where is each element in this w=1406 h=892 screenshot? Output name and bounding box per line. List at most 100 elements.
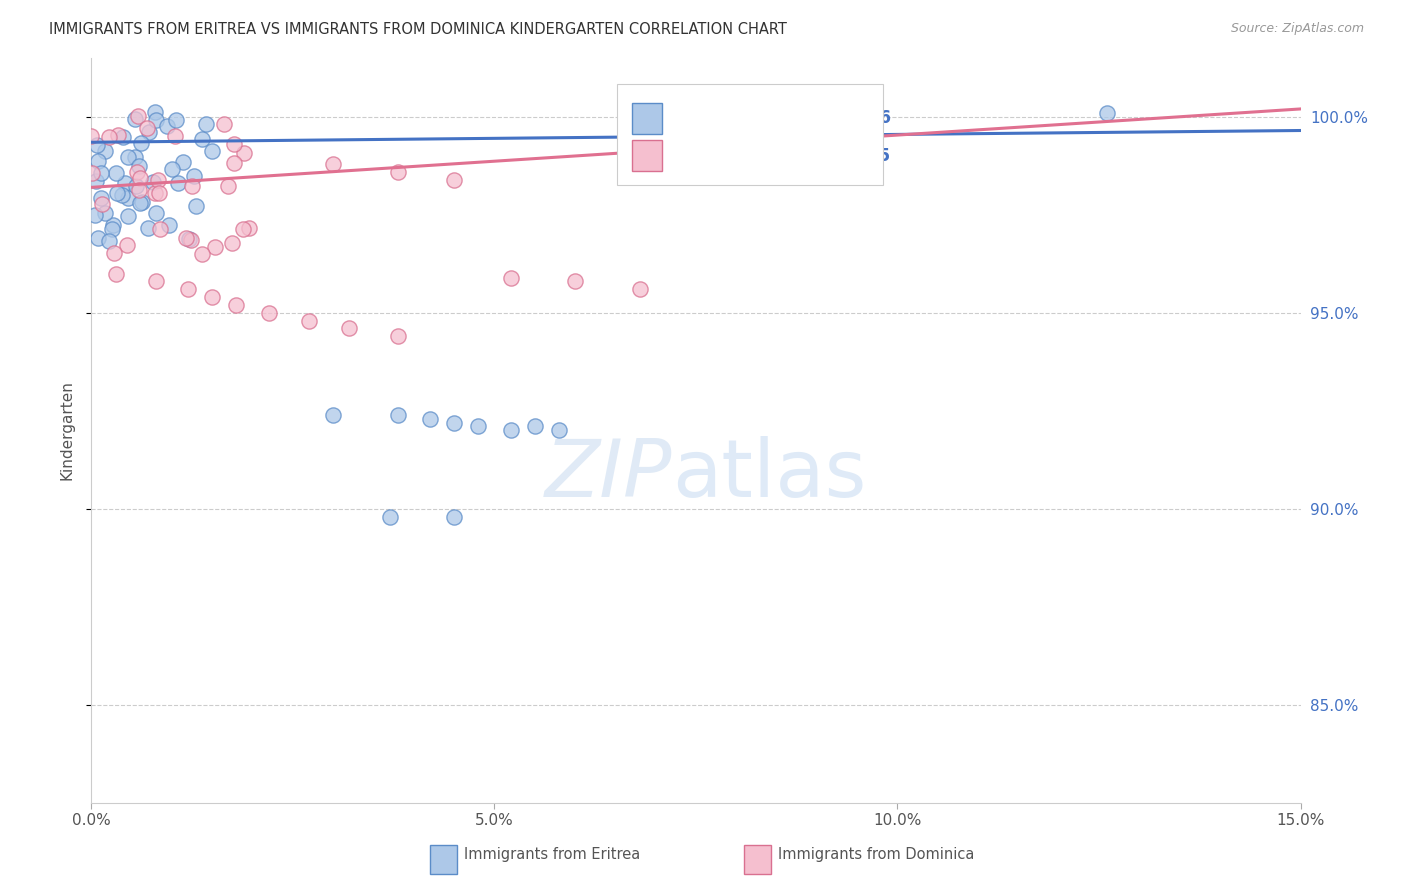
- Text: 0.042: 0.042: [735, 110, 787, 128]
- Point: [191, 246, 214, 260]
- Point: [101, 218, 124, 232]
- Text: Immigrants from Dominica: Immigrants from Dominica: [778, 847, 974, 863]
- Point: [177, 232, 200, 246]
- Point: [117, 191, 139, 205]
- Point: [143, 186, 166, 200]
- Point: [124, 150, 146, 164]
- Text: 66: 66: [868, 110, 890, 128]
- Point: [107, 128, 129, 143]
- Point: [98, 130, 121, 145]
- Point: [87, 154, 110, 169]
- Point: [80, 166, 103, 180]
- Point: [124, 112, 146, 127]
- Point: [145, 206, 167, 220]
- Text: atlas: atlas: [672, 436, 866, 514]
- Point: [157, 218, 180, 232]
- Bar: [631, 140, 662, 171]
- Point: [238, 221, 260, 235]
- Bar: [617, 84, 883, 185]
- Point: [628, 282, 651, 296]
- Point: [160, 162, 183, 177]
- Point: [222, 156, 245, 170]
- Point: [149, 222, 172, 236]
- Point: [387, 329, 409, 343]
- Point: [177, 282, 200, 296]
- Text: Source: ZipAtlas.com: Source: ZipAtlas.com: [1230, 22, 1364, 36]
- Point: [499, 270, 522, 285]
- Point: [337, 321, 360, 335]
- Point: [148, 186, 170, 200]
- Point: [443, 509, 465, 524]
- Point: [156, 119, 179, 133]
- Point: [80, 128, 103, 143]
- Point: [1095, 106, 1118, 120]
- Point: [499, 423, 522, 437]
- Point: [467, 419, 489, 434]
- Point: [322, 157, 344, 171]
- Point: [548, 423, 571, 437]
- Point: [128, 183, 150, 197]
- Text: Immigrants from Eritrea: Immigrants from Eritrea: [464, 847, 640, 863]
- Y-axis label: Kindergarten: Kindergarten: [59, 381, 75, 480]
- Point: [136, 120, 159, 135]
- Bar: [744, 846, 770, 873]
- Text: N =: N =: [807, 146, 855, 164]
- Point: [129, 195, 152, 210]
- Point: [191, 132, 214, 146]
- Point: [136, 221, 159, 235]
- Point: [225, 298, 247, 312]
- Point: [194, 117, 217, 131]
- Point: [232, 222, 254, 236]
- Point: [104, 166, 127, 180]
- Point: [167, 176, 190, 190]
- Point: [94, 144, 117, 158]
- Point: [378, 509, 401, 524]
- Point: [129, 136, 152, 150]
- Text: 0.326: 0.326: [735, 146, 787, 164]
- Text: IMMIGRANTS FROM ERITREA VS IMMIGRANTS FROM DOMINICA KINDERGARTEN CORRELATION CHA: IMMIGRANTS FROM ERITREA VS IMMIGRANTS FR…: [49, 22, 787, 37]
- Point: [443, 416, 465, 430]
- Point: [212, 117, 235, 131]
- Point: [117, 150, 139, 164]
- Text: 45: 45: [868, 146, 891, 164]
- Point: [90, 196, 112, 211]
- Point: [183, 169, 205, 183]
- Point: [100, 222, 122, 236]
- Text: ZIP: ZIP: [544, 436, 672, 514]
- Point: [128, 160, 150, 174]
- Point: [87, 231, 110, 245]
- Point: [298, 313, 321, 327]
- Point: [184, 199, 207, 213]
- Point: [387, 408, 409, 422]
- Point: [86, 138, 108, 153]
- Point: [117, 209, 139, 223]
- Point: [90, 191, 112, 205]
- Point: [233, 146, 256, 161]
- Point: [93, 206, 115, 220]
- Point: [564, 275, 586, 289]
- Point: [387, 164, 409, 178]
- Point: [204, 240, 226, 254]
- Point: [443, 172, 465, 186]
- Point: [163, 128, 186, 143]
- Point: [145, 112, 167, 127]
- Point: [222, 137, 245, 152]
- Point: [201, 144, 224, 158]
- Point: [145, 105, 167, 120]
- Point: [84, 174, 107, 188]
- Point: [90, 166, 112, 180]
- Point: [221, 235, 243, 250]
- Point: [180, 233, 202, 247]
- Text: N =: N =: [807, 110, 855, 128]
- Point: [201, 290, 224, 304]
- Text: R =: R =: [681, 146, 716, 164]
- Point: [322, 408, 344, 422]
- Point: [145, 275, 167, 289]
- Point: [112, 129, 135, 144]
- Point: [176, 231, 198, 245]
- Point: [125, 165, 148, 179]
- Point: [217, 179, 239, 194]
- Point: [523, 419, 546, 434]
- Point: [131, 194, 153, 209]
- Point: [138, 125, 160, 139]
